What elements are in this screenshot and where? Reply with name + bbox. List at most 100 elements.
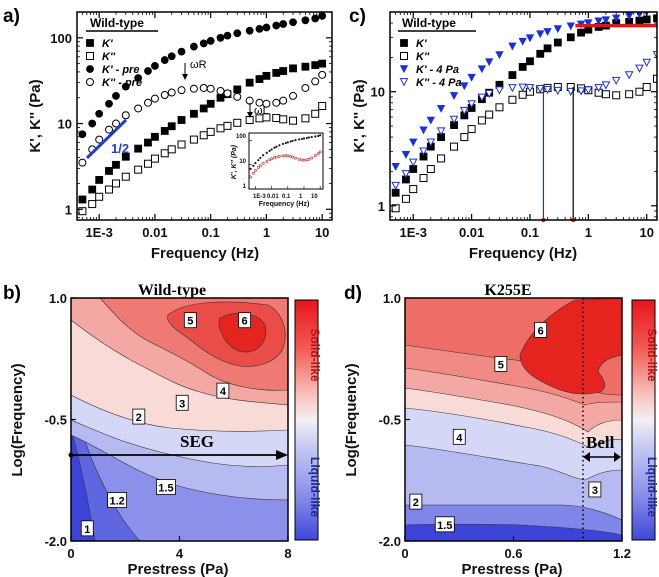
contour-band [218,312,267,353]
omega-r-label: ωR [190,59,207,71]
inset-point [307,157,311,161]
data-point [485,110,494,119]
bell-arrowhead-right [614,452,621,462]
data-point [601,90,610,99]
data-point [311,109,320,118]
x-tick-label: 0.1 [202,225,220,240]
omega-l-label: ωL [254,105,269,117]
data-point [566,87,576,97]
inset-point [268,158,271,162]
data-point [612,14,621,23]
data-point [206,37,215,45]
data-point [426,165,435,174]
data-point [535,85,545,94]
data-point [642,58,652,67]
legend-label: K' [102,38,113,50]
x-tick-label: 0.1 [521,225,539,240]
data-point [112,92,120,100]
contour-label: 2 [413,497,419,509]
x-tick-label: 0.6 [504,546,522,561]
inset-point [294,156,297,160]
panel-a-inset: 1E-3 0.01 0.1 1 10 1 10 100 Frequency (H… [231,132,324,208]
data-point [272,114,281,123]
data-point [553,25,562,34]
data-point [88,200,97,209]
x-tick-label: 1E-3 [399,225,426,240]
x-tick-label: 0 [401,546,408,561]
inset-point [275,145,278,148]
data-point [105,125,114,134]
x-tick-label: 1E-3 [85,225,112,240]
panel-a-legend-title: Wild-type [90,16,144,30]
panel-d-colorbar-top-label: Solid-like [645,328,659,382]
data-point [262,23,271,32]
data-point [436,127,446,136]
legend-label: K'' [102,51,116,63]
slope-label: 1/2 [111,141,129,156]
data-point [150,154,159,163]
inset-xtick-0: 1E-3 [253,194,266,200]
contour-label-box [156,479,176,495]
panel-b-colorbar [294,299,319,541]
inset-point [281,142,285,146]
data-point [289,18,297,27]
data-point [449,92,459,101]
data-point [653,14,657,23]
data-point [160,149,169,158]
y-tick-label: -0.5 [45,413,67,428]
data-point [426,138,436,147]
data-point [272,21,281,30]
data-point [391,162,400,171]
x-tick-label: 1.2 [613,546,631,561]
data-point [206,84,215,93]
data-point [88,119,97,128]
data-point [223,121,232,130]
data-point [635,87,644,96]
data-point [88,185,97,194]
data-point [206,99,215,108]
data-point [467,125,476,134]
inset-point [316,152,320,156]
legend-marker [400,52,408,60]
contour-label-box [434,516,455,533]
contour-label-box [175,394,189,411]
data-point [167,88,176,97]
legend-label: K' - pre [102,64,139,76]
inset-point [273,146,276,149]
data-point [419,126,428,135]
data-point [584,19,593,28]
x-tick-label: 10 [639,225,653,240]
data-point [525,34,535,43]
data-point [190,42,198,51]
data-point [566,33,575,42]
inset-point [310,156,314,160]
data-point [121,152,130,161]
data-point [245,26,254,35]
data-point [536,49,545,58]
inset-point [249,167,252,170]
inset-point [305,136,308,140]
data-point [255,25,264,33]
panel-b-title: Wild-type [138,282,206,299]
data-point [216,124,225,133]
data-point [289,91,298,100]
data-point [177,116,186,124]
data-point [508,95,517,104]
data-point [167,122,176,131]
panel-d-colorbar [631,299,656,541]
y-tick-label: 100 [50,31,72,46]
inset-point [277,154,281,158]
data-point [311,14,320,23]
data-point [262,113,271,122]
data-point [177,140,186,149]
inset-xlabel: Frequency (Hz) [259,201,310,208]
panel-d-contours [405,298,622,541]
inset-point [259,156,262,160]
data-point [223,89,232,98]
contour-label-box [107,492,128,508]
inset-point [252,171,255,175]
data-point [95,135,104,144]
y-tick-label: 1.0 [383,291,401,306]
x-tick-label: 1 [263,225,270,240]
data-point [318,70,327,79]
